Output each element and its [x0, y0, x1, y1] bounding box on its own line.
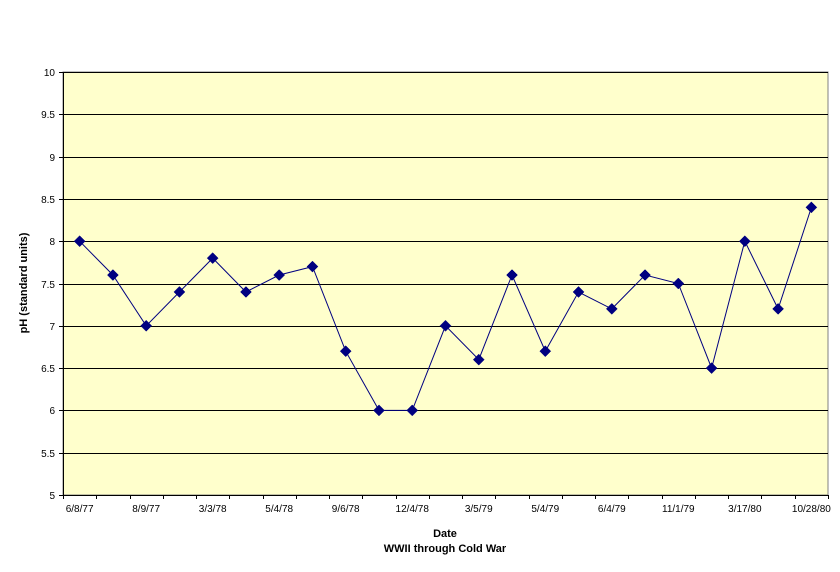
x-tick-label: 9/6/78	[332, 504, 360, 515]
data-point	[339, 345, 352, 358]
data-point	[439, 319, 452, 332]
y-tick-label: 7	[49, 322, 55, 333]
y-tick-label: 6	[49, 406, 55, 417]
data-point	[472, 353, 485, 366]
x-axis-title: Date	[433, 528, 457, 540]
data-point	[539, 345, 552, 358]
x-tick-label: 6/8/77	[66, 504, 94, 515]
x-tick-label: 10/28/80	[792, 504, 831, 515]
data-point	[406, 404, 419, 417]
data-point	[772, 303, 784, 315]
data-point	[373, 404, 385, 417]
gridlines	[63, 72, 828, 454]
data-point	[240, 286, 252, 298]
data-point	[572, 286, 585, 298]
data-point	[173, 286, 186, 298]
x-tick-label: 3/3/78	[199, 504, 227, 515]
x-tick-label: 11/1/79	[662, 504, 695, 515]
data-point	[273, 269, 286, 281]
y-tick-label: 5.5	[41, 449, 55, 460]
x-tick-label: 12/4/78	[396, 504, 430, 515]
x-tick-label: 5/4/79	[531, 504, 559, 515]
y-tick-label: 9.5	[41, 110, 55, 121]
x-tick-label: 8/9/77	[132, 504, 160, 515]
x-axis-subtitle: WWII through Cold War	[384, 543, 507, 555]
y-tick-label: 7.5	[41, 280, 55, 291]
data-point	[738, 235, 751, 248]
y-axis: 5 5.5 6 6.5 7 7.5 8 8.5 9 9.5 10	[41, 68, 64, 502]
y-tick-label: 10	[44, 68, 56, 79]
data-point	[140, 319, 153, 332]
data-point	[73, 235, 86, 248]
x-tick-label: 5/4/78	[265, 504, 293, 515]
y-tick-label: 5	[49, 491, 55, 502]
data-point	[605, 303, 618, 315]
y-tick-label: 8	[49, 237, 55, 248]
x-tick-label: 3/17/80	[728, 504, 762, 515]
x-tick-label: 6/4/79	[598, 504, 626, 515]
plot-area	[62, 71, 829, 496]
data-point	[672, 277, 685, 290]
x-tick-label: 3/5/79	[465, 504, 493, 515]
y-tick-label: 9	[49, 153, 55, 164]
y-tick-label: 6.5	[41, 364, 55, 375]
data-point	[639, 269, 651, 281]
data-point	[206, 252, 219, 264]
data-point	[306, 260, 319, 273]
x-axis: 6/8/77 8/9/77 3/3/78 5/4/78 9/6/78 12/4/78 3/5…	[63, 495, 831, 515]
y-axis-title: pH (standard units)	[18, 232, 30, 333]
data-point	[705, 362, 718, 374]
y-tick-label: 8.5	[41, 195, 55, 206]
data-markers	[73, 201, 818, 417]
data-point	[506, 269, 518, 281]
data-point	[805, 201, 818, 214]
data-point	[107, 269, 119, 281]
